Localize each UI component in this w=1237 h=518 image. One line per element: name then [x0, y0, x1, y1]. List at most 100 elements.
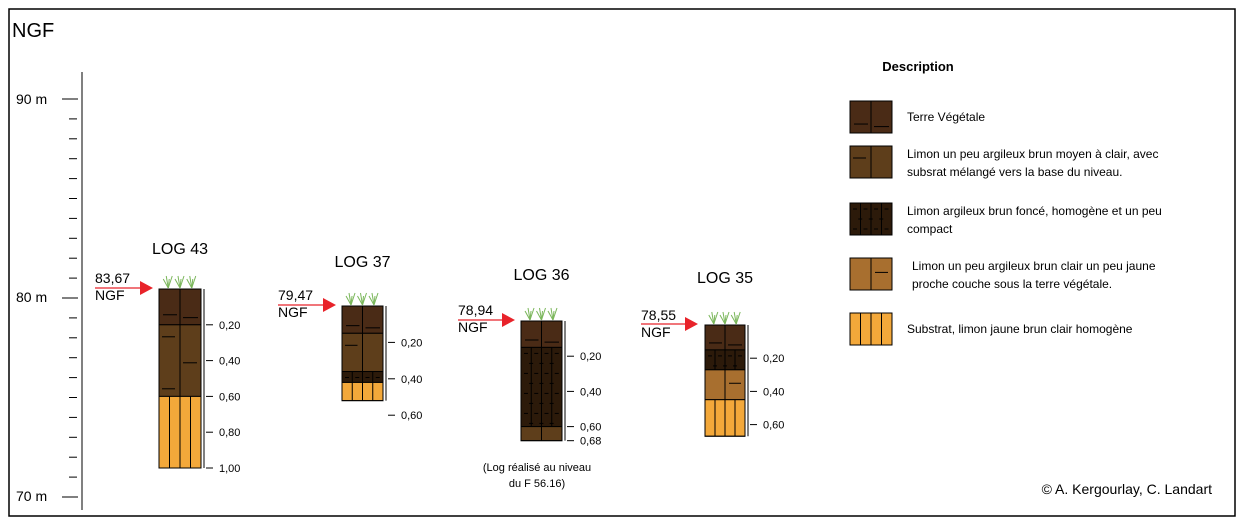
layer-limon_brun_clair_jaune: [704, 369, 746, 401]
log-unit: NGF: [458, 319, 488, 335]
depth-tick-label: 0,68: [580, 436, 601, 448]
log-outline: [158, 288, 202, 469]
credit: © A. Kergourlay, C. Landart: [1042, 481, 1212, 497]
grass-blade: [362, 292, 367, 306]
altitude-arrow: [140, 281, 153, 295]
log-altitude: 83,67: [95, 270, 130, 286]
legend-title: Description: [882, 59, 954, 74]
altitude-arrow: [502, 313, 515, 327]
grass-blade: [165, 275, 169, 289]
legend-item: Substrat, limon jaune brun clair homogèn…: [849, 312, 1133, 346]
log-outline: [341, 305, 384, 402]
depth-tick-label: 0,80: [219, 427, 240, 439]
legend-label: proche couche sous la terre végétale.: [912, 277, 1112, 291]
layer-substrat: [704, 399, 746, 437]
depth-tick-label: 0,20: [219, 320, 240, 332]
legend-item: Limon un peu argileux brun clair un peu …: [849, 257, 1156, 291]
legend-label: Limon argileux brun foncé, homogène et u…: [907, 204, 1162, 218]
layer-limon_brun_fonce: [704, 349, 746, 371]
legend-items: Terre Végétale Limon un peu argileux brun…: [849, 100, 1162, 346]
altitude-arrow: [323, 298, 336, 312]
grass-blade: [730, 314, 737, 325]
grass-blade: [536, 310, 542, 321]
grass-blade: [552, 307, 558, 321]
layer-substrat: [341, 381, 384, 402]
depth-tick-label: 0,20: [401, 337, 422, 349]
grass-blade: [357, 295, 363, 306]
grass-blade: [348, 292, 352, 306]
depth-tick-label: 0,40: [219, 356, 240, 368]
log-title: LOG 37: [334, 254, 390, 271]
log-title: LOG 43: [152, 241, 208, 258]
grass-blade: [527, 307, 531, 321]
grass-blade: [167, 275, 173, 289]
grass-blade: [539, 307, 542, 321]
grass-blade: [708, 314, 715, 325]
log-unit: NGF: [95, 287, 125, 303]
grass-blade: [373, 292, 379, 306]
grass-blade: [722, 311, 726, 325]
grass-blade: [529, 307, 535, 321]
depth-tick-label: 0,40: [763, 386, 784, 398]
legend-label: compact: [907, 222, 953, 236]
log-title: LOG 36: [513, 267, 569, 284]
scale-label-80: 80 m: [16, 289, 47, 305]
grass-blade: [368, 295, 375, 306]
legend-label: Terre Végétale: [907, 110, 985, 124]
log-unit: NGF: [641, 324, 671, 340]
grass-blade: [177, 275, 181, 289]
grass-blade: [524, 310, 531, 321]
layer-limon_brun_fonce: [520, 346, 563, 428]
layer-limon_brun_moyen: [158, 324, 202, 397]
frame-title: NGF: [12, 20, 54, 42]
depth-tick-label: 0,40: [401, 374, 422, 386]
layer-terre_vegetale: [341, 305, 384, 334]
figure-frame: [8, 8, 1236, 517]
log-unit: NGF: [278, 304, 308, 320]
grass-blade: [371, 292, 375, 306]
layer-limon_brun_moyen: [341, 332, 384, 373]
depth-tick-label: 0,60: [401, 410, 422, 422]
scale-label-90: 90 m: [16, 91, 47, 107]
grass-blade: [711, 311, 715, 325]
grass-blade: [547, 310, 554, 321]
depth-tick-label: 0,40: [580, 386, 601, 398]
grass-blade: [733, 311, 737, 325]
grass-blade: [189, 275, 193, 289]
log-outline: [704, 324, 746, 437]
depth-tick-label: 0,60: [763, 420, 784, 432]
grass-blade: [350, 292, 356, 306]
depth-tick-label: 0,20: [580, 351, 601, 363]
legend-label: Limon un peu argileux brun clair un peu …: [912, 259, 1156, 273]
grass-blade: [724, 311, 730, 325]
depth-tick-label: 1,00: [219, 463, 240, 475]
legend-label: Substrat, limon jaune brun clair homogèn…: [907, 322, 1133, 336]
log-36-note-line1: (Log réalisé au niveau: [483, 462, 591, 474]
log-36-note-line2: du F 56.16): [509, 478, 565, 490]
layer-terre_vegetale: [158, 288, 202, 326]
legend-item: Limon argileux brun foncé, homogène et u…: [849, 202, 1162, 236]
depth-tick-label: 0,60: [580, 422, 601, 434]
grass-blade: [735, 311, 741, 325]
layer-terre_vegetale: [704, 324, 746, 351]
grass-blade: [550, 307, 554, 321]
layer-limon_brun_fonce: [341, 371, 384, 383]
depth-tick-label: 0,20: [763, 353, 784, 365]
legend-label: subsrat mélangé vers la base du niveau.: [907, 165, 1122, 179]
grass-blade: [360, 292, 363, 306]
depth-tick-label: 0,60: [219, 391, 240, 403]
layer-substrat: [158, 395, 202, 469]
log-altitude: 79,47: [278, 287, 313, 303]
grass-blade: [186, 278, 193, 289]
layer-limon_brun_moyen: [520, 426, 563, 442]
scale-label-70: 70 m: [16, 488, 47, 504]
grass-blade: [345, 295, 352, 306]
grass-blade: [541, 307, 546, 321]
layer-terre_vegetale: [520, 320, 563, 348]
legend: Description Terre Végétale Limon un peu a…: [849, 59, 1162, 346]
log-outline: [520, 320, 563, 442]
